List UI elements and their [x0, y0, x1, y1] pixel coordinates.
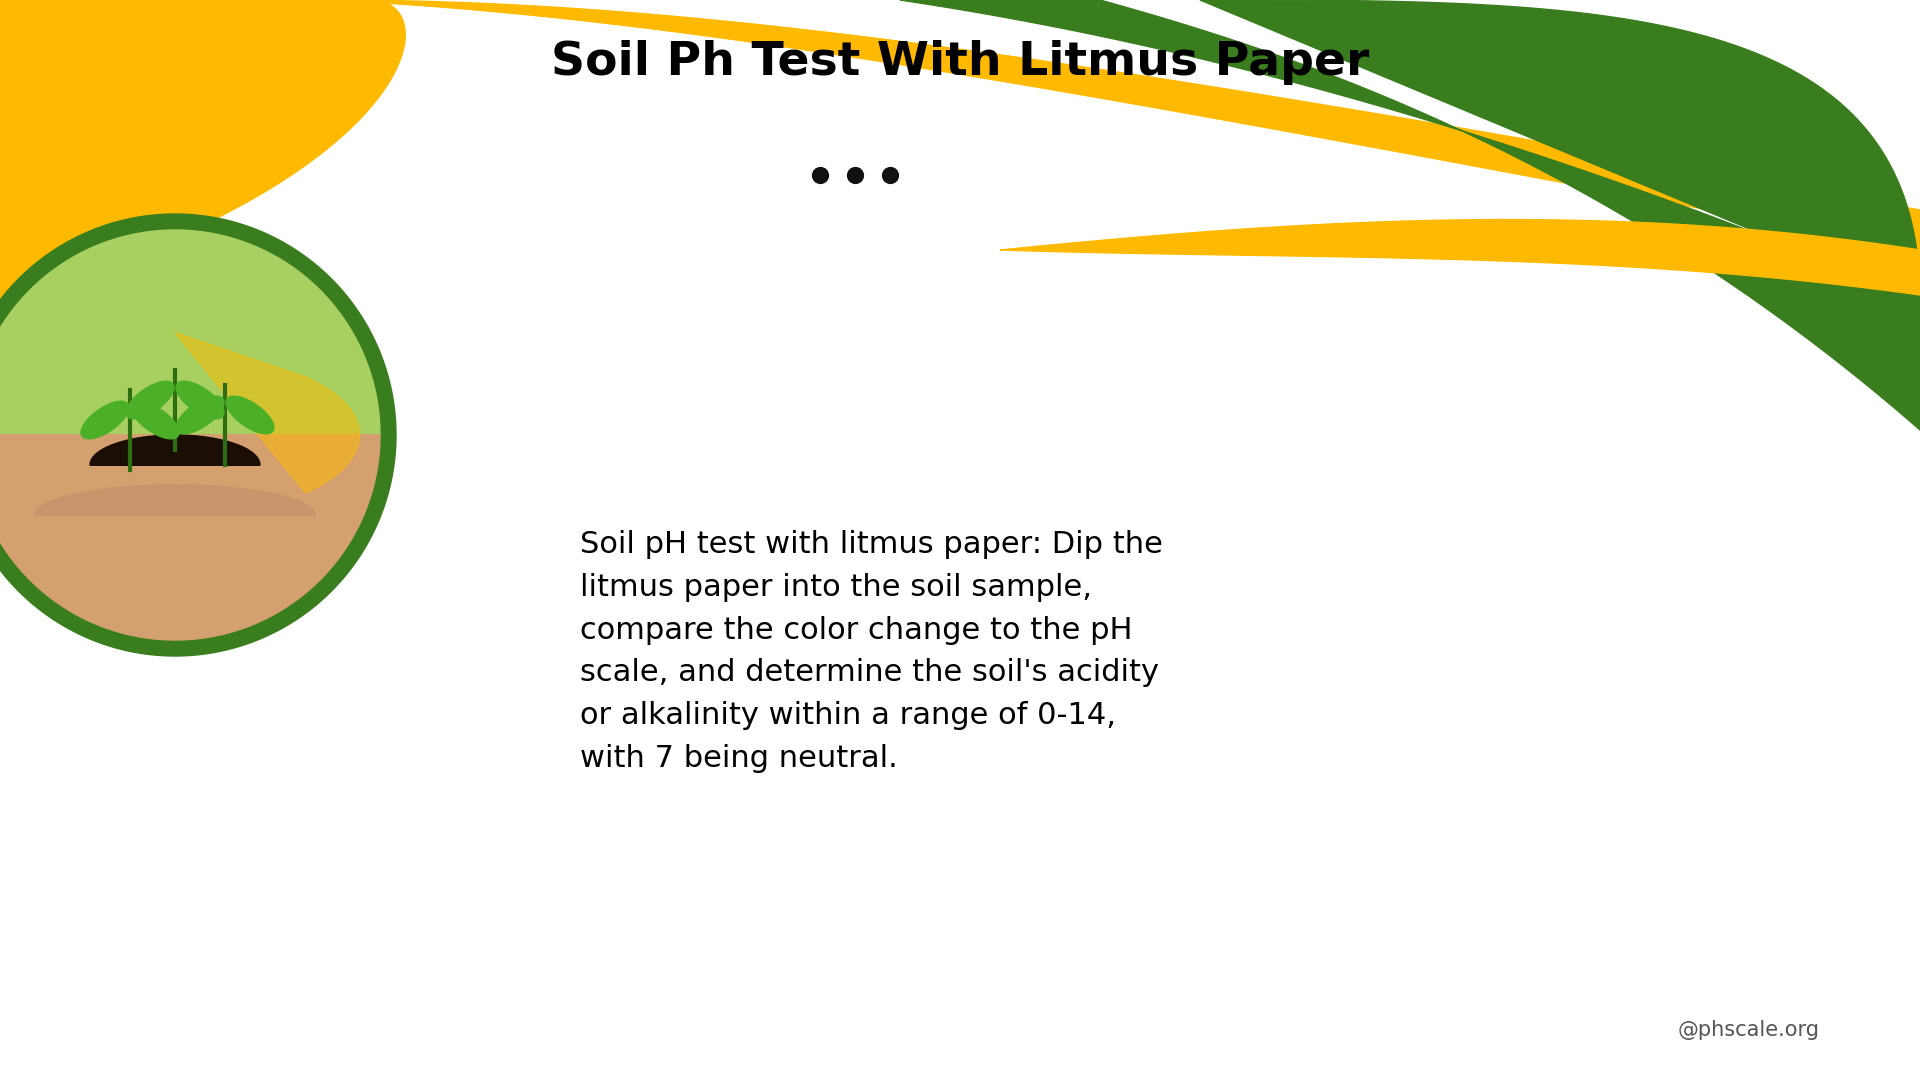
Polygon shape	[175, 333, 359, 492]
Polygon shape	[227, 396, 275, 434]
Polygon shape	[177, 381, 225, 419]
Polygon shape	[127, 381, 175, 419]
Polygon shape	[0, 435, 380, 640]
Polygon shape	[1000, 219, 1920, 295]
Polygon shape	[35, 485, 315, 515]
Polygon shape	[90, 435, 259, 465]
Polygon shape	[81, 401, 129, 438]
Point	[876, 166, 906, 184]
Polygon shape	[177, 396, 225, 434]
Point	[839, 166, 870, 184]
Text: Soil pH test with litmus paper: Dip the
litmus paper into the soil sample,
compa: Soil pH test with litmus paper: Dip the …	[580, 530, 1164, 773]
Polygon shape	[131, 401, 179, 438]
Polygon shape	[900, 0, 1920, 430]
Text: @phscale.org: @phscale.org	[1678, 1020, 1820, 1040]
Polygon shape	[0, 0, 405, 300]
Polygon shape	[0, 214, 396, 656]
Polygon shape	[0, 230, 380, 435]
Text: Soil Ph Test With Litmus Paper: Soil Ph Test With Litmus Paper	[551, 40, 1369, 85]
Polygon shape	[1200, 0, 1920, 300]
Polygon shape	[330, 0, 1920, 249]
Point	[804, 166, 835, 184]
